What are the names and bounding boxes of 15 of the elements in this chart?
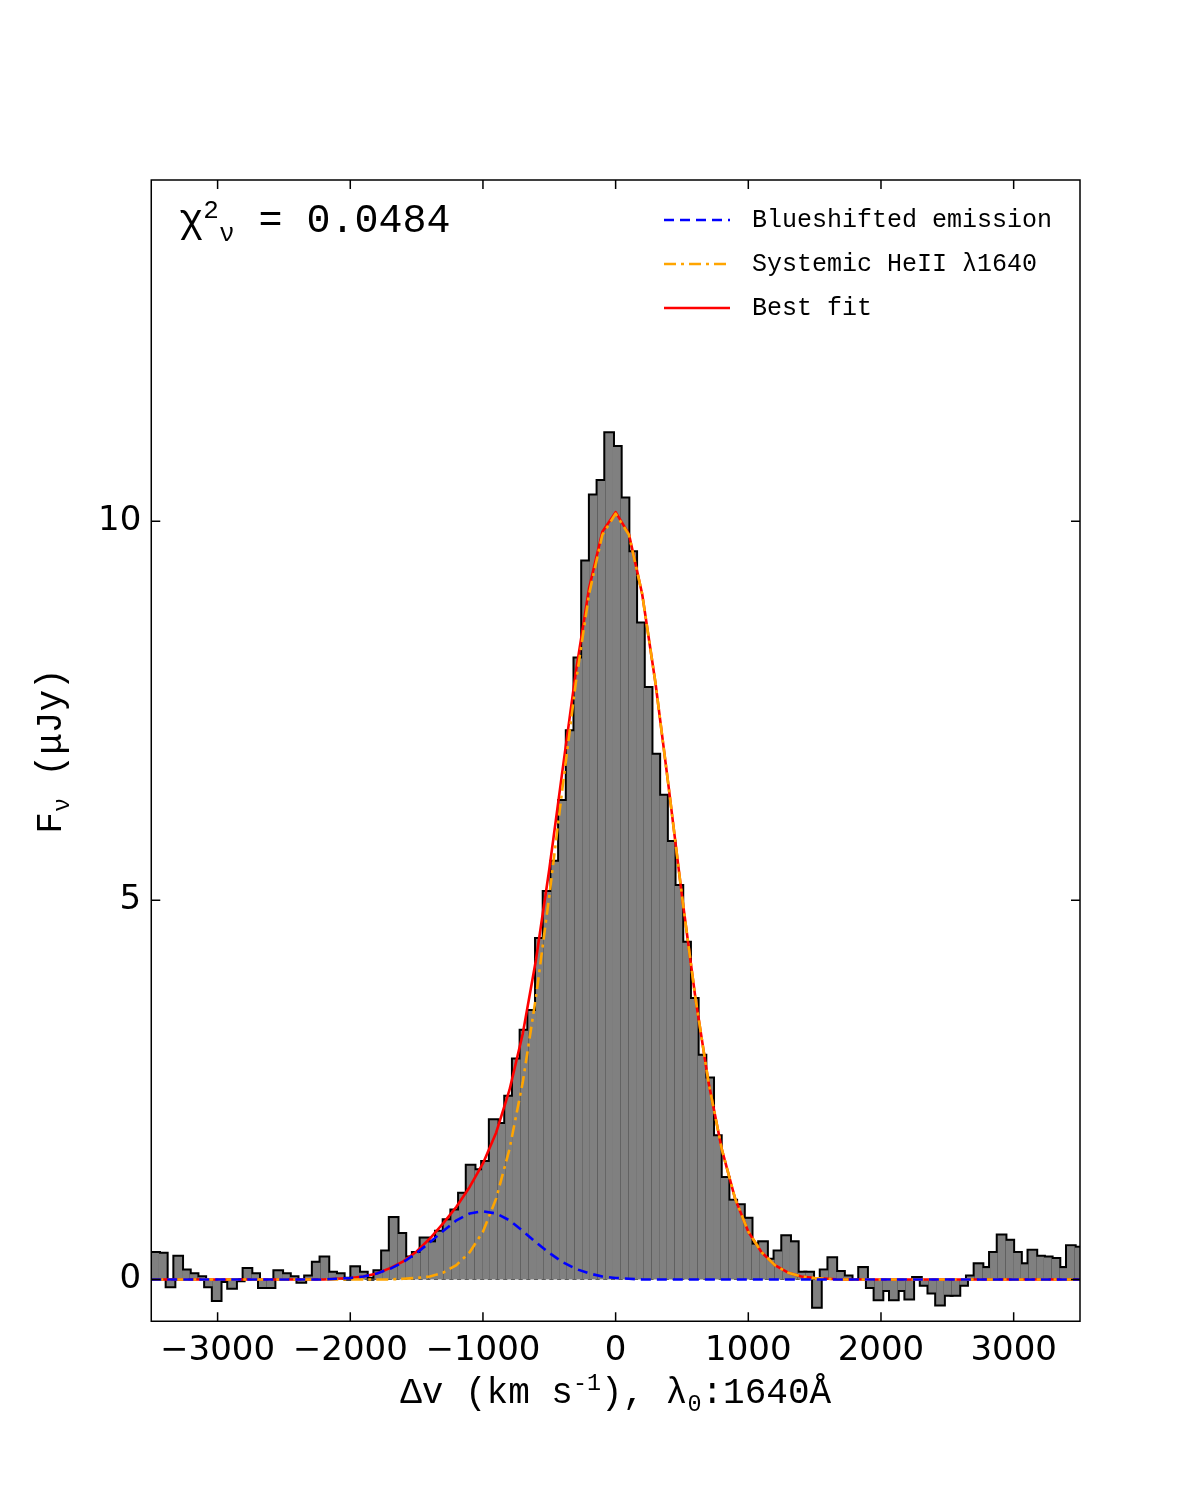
x-tick-label: −2000 — [292, 1328, 408, 1369]
x-tick-label: −3000 — [160, 1328, 276, 1369]
legend-label: Systemic HeII λ1640 — [751, 249, 1037, 279]
y-tick-label: 0 — [119, 1256, 142, 1297]
x-tick-label: −1000 — [425, 1328, 541, 1369]
x-tick-label: 0 — [604, 1328, 627, 1369]
y-tick-label: 10 — [98, 498, 142, 539]
annotation: χ$^{2}$$_{ν}$ = 0.0484 — [179, 196, 451, 250]
x-tick-label: 1000 — [705, 1328, 792, 1369]
legend-label: Best fit — [751, 293, 872, 323]
y-tick-label: 5 — [119, 877, 142, 918]
legend-label: Blueshifted emission — [751, 205, 1052, 235]
x-tick-label: 3000 — [970, 1328, 1057, 1369]
x-axis-title: Δv (km s$^{-1}$), λ$_{0}$:1640Å — [400, 1371, 832, 1419]
x-tick-label: 2000 — [837, 1328, 925, 1369]
